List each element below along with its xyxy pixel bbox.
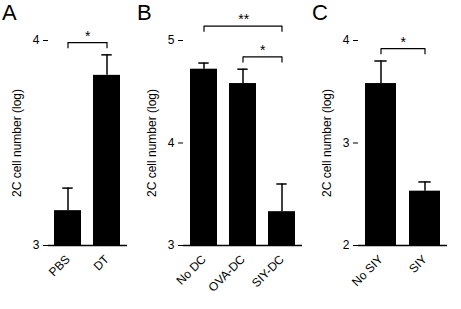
svg-text:OVA-DC: OVA-DC [206, 252, 249, 295]
svg-text:*: * [85, 28, 91, 44]
html-text:C: C [312, 0, 328, 25]
svg-text:2C cell number (log): 2C cell number (log) [320, 89, 334, 197]
svg-text:No DC: No DC [173, 252, 209, 288]
svg-text:3: 3 [33, 238, 40, 252]
svg-text:PBS: PBS [46, 252, 73, 279]
svg-text:4: 4 [33, 33, 40, 47]
svg-text:2C cell number (log): 2C cell number (log) [145, 89, 159, 197]
svg-text:3: 3 [168, 238, 175, 252]
svg-text:3: 3 [343, 136, 350, 150]
svg-text:4: 4 [168, 136, 175, 150]
svg-text:SIY-DC: SIY-DC [249, 252, 287, 290]
svg-text:5: 5 [168, 33, 175, 47]
svg-text:SIY: SIY [406, 252, 430, 276]
html-text:B: B [137, 0, 152, 25]
svg-text:2: 2 [343, 238, 350, 252]
svg-text:2C cell number (log): 2C cell number (log) [10, 89, 24, 197]
html-text:A: A [2, 0, 17, 25]
svg-text:*: * [401, 34, 407, 50]
svg-text:*: * [260, 42, 266, 58]
svg-text:**: ** [238, 11, 249, 27]
svg-text:No SIY: No SIY [349, 252, 386, 289]
svg-text:DT: DT [91, 252, 113, 274]
svg-text:4: 4 [343, 33, 350, 47]
